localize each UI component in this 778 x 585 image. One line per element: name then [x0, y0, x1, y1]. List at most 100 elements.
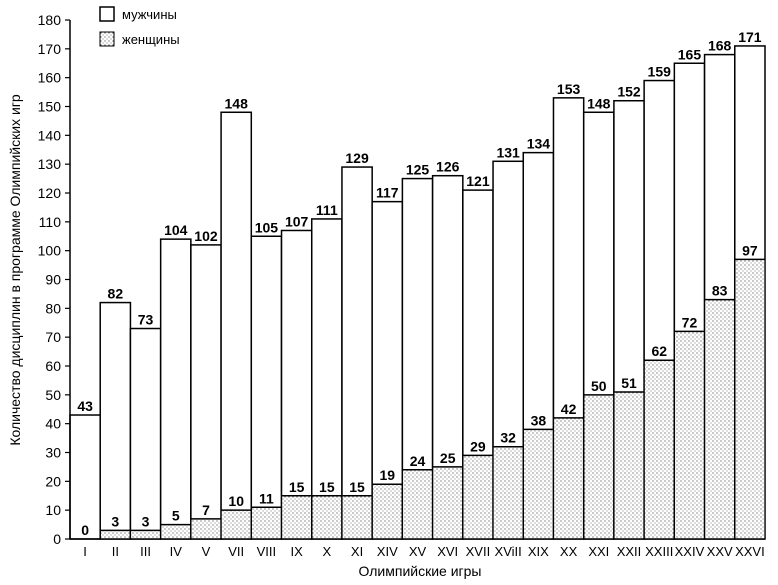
bar-women	[493, 446, 523, 539]
bar-men	[341, 166, 373, 540]
bar-women	[554, 417, 583, 539]
bar-women	[312, 495, 342, 539]
y-tick-label: 160	[38, 70, 62, 86]
x-tick-label: XX	[560, 544, 578, 559]
value-label-women: 72	[682, 314, 698, 330]
y-tick-label: 10	[45, 502, 61, 518]
bar-men	[69, 414, 101, 540]
bar-men	[99, 301, 132, 540]
value-label-men: 131	[496, 144, 520, 160]
value-label-men: 168	[708, 38, 732, 54]
y-tick-label: 0	[53, 531, 61, 547]
bar-women	[675, 331, 704, 539]
bar-men	[190, 244, 222, 540]
value-label-women: 19	[379, 467, 395, 483]
x-tick-label: X	[323, 544, 332, 559]
bar-women	[403, 469, 432, 539]
value-label-men: 148	[225, 95, 249, 111]
x-tick-label: XViII	[495, 544, 522, 559]
legend-label-women: женщины	[122, 32, 180, 47]
bar-women	[342, 495, 372, 539]
value-label-women: 15	[289, 479, 305, 495]
value-label-women: 62	[651, 343, 667, 359]
value-label-men: 102	[194, 228, 218, 244]
value-label-men: 153	[557, 81, 581, 97]
value-label-men: 82	[108, 286, 124, 302]
legend-swatch-women	[99, 31, 115, 47]
x-axis-ticks: I II III IV V VII VIII IX X XI XIV XV XVI XVII XViII XI…	[83, 544, 764, 559]
bar-women	[282, 495, 311, 539]
value-label-men: 107	[285, 213, 309, 229]
x-tick-label: XV	[409, 544, 427, 559]
value-label-women: 38	[531, 412, 547, 428]
y-tick-label: 130	[38, 156, 62, 172]
y-tick-label: 150	[38, 99, 62, 115]
value-label-men: 117	[376, 185, 399, 201]
y-tick-label: 70	[45, 329, 61, 345]
x-tick-label: XXV	[707, 544, 733, 559]
y-tick-label: 140	[38, 127, 62, 143]
x-tick-label: VIII	[257, 544, 277, 559]
value-label-men: 165	[678, 46, 702, 62]
value-label-men: 159	[648, 64, 672, 80]
value-label-men: 121	[466, 173, 490, 189]
value-label-women: 42	[561, 401, 577, 417]
bar-men	[129, 327, 162, 540]
x-tick-label: XIX	[528, 544, 549, 559]
bars: 43 0 82 3 73 3 104 5 102 7 148 10 105 11 107 15 111 15 129…	[69, 29, 766, 540]
x-tick-label: XVI	[437, 544, 458, 559]
bar-women	[101, 530, 130, 539]
bar-women	[463, 455, 493, 539]
value-label-women: 97	[742, 242, 758, 258]
x-tick-label: XXI	[588, 544, 609, 559]
y-tick-label: 170	[38, 41, 62, 57]
y-tick-label: 60	[45, 358, 61, 374]
y-tick-label: 30	[45, 445, 61, 461]
x-tick-label: XVII	[466, 544, 491, 559]
value-label-men: 125	[406, 162, 430, 178]
x-tick-label: I	[83, 544, 87, 559]
value-label-men: 104	[164, 222, 188, 238]
y-tick-label: 110	[39, 214, 62, 230]
bar-women	[705, 299, 734, 539]
x-tick-label: III	[140, 544, 151, 559]
y-tick-label: 50	[45, 387, 61, 403]
value-label-men: 152	[617, 84, 641, 100]
y-tick-label: 180	[38, 12, 62, 28]
value-label-men: 134	[527, 136, 551, 152]
x-tick-label: XXII	[617, 544, 642, 559]
bar-women	[252, 507, 281, 539]
x-tick-label: XIV	[377, 544, 398, 559]
value-label-men: 129	[345, 150, 369, 166]
bar-men	[220, 111, 253, 540]
y-tick-label: 120	[38, 185, 62, 201]
x-tick-label: IV	[170, 544, 183, 559]
x-tick-label: V	[202, 544, 211, 559]
value-label-women: 5	[172, 508, 180, 524]
y-tick-label: 80	[45, 300, 61, 316]
x-tick-label: XI	[351, 544, 363, 559]
x-axis-title: Олимпийские игры	[359, 563, 482, 579]
value-label-men: 43	[77, 398, 93, 414]
bar-women	[191, 518, 221, 539]
bar-women	[644, 360, 674, 539]
bar-women	[735, 259, 765, 539]
y-tick-label: 90	[45, 272, 61, 288]
value-label-women: 50	[591, 378, 607, 394]
x-tick-label: XXVI	[735, 544, 765, 559]
legend: мужчины женщины	[99, 6, 180, 47]
y-tick-label: 40	[45, 416, 61, 432]
legend-label-men: мужчины	[122, 7, 177, 22]
value-label-women: 24	[410, 453, 426, 469]
bar-men	[250, 235, 283, 540]
y-tick-label: 100	[38, 243, 62, 259]
bar-women	[131, 530, 160, 539]
value-label-men: 126	[436, 159, 460, 175]
x-tick-label: XXIII	[645, 544, 673, 559]
bar-women	[221, 510, 251, 539]
x-tick-label: VII	[228, 544, 244, 559]
x-tick-label: II	[112, 544, 119, 559]
value-label-women: 15	[349, 479, 365, 495]
bar-women	[161, 524, 191, 539]
